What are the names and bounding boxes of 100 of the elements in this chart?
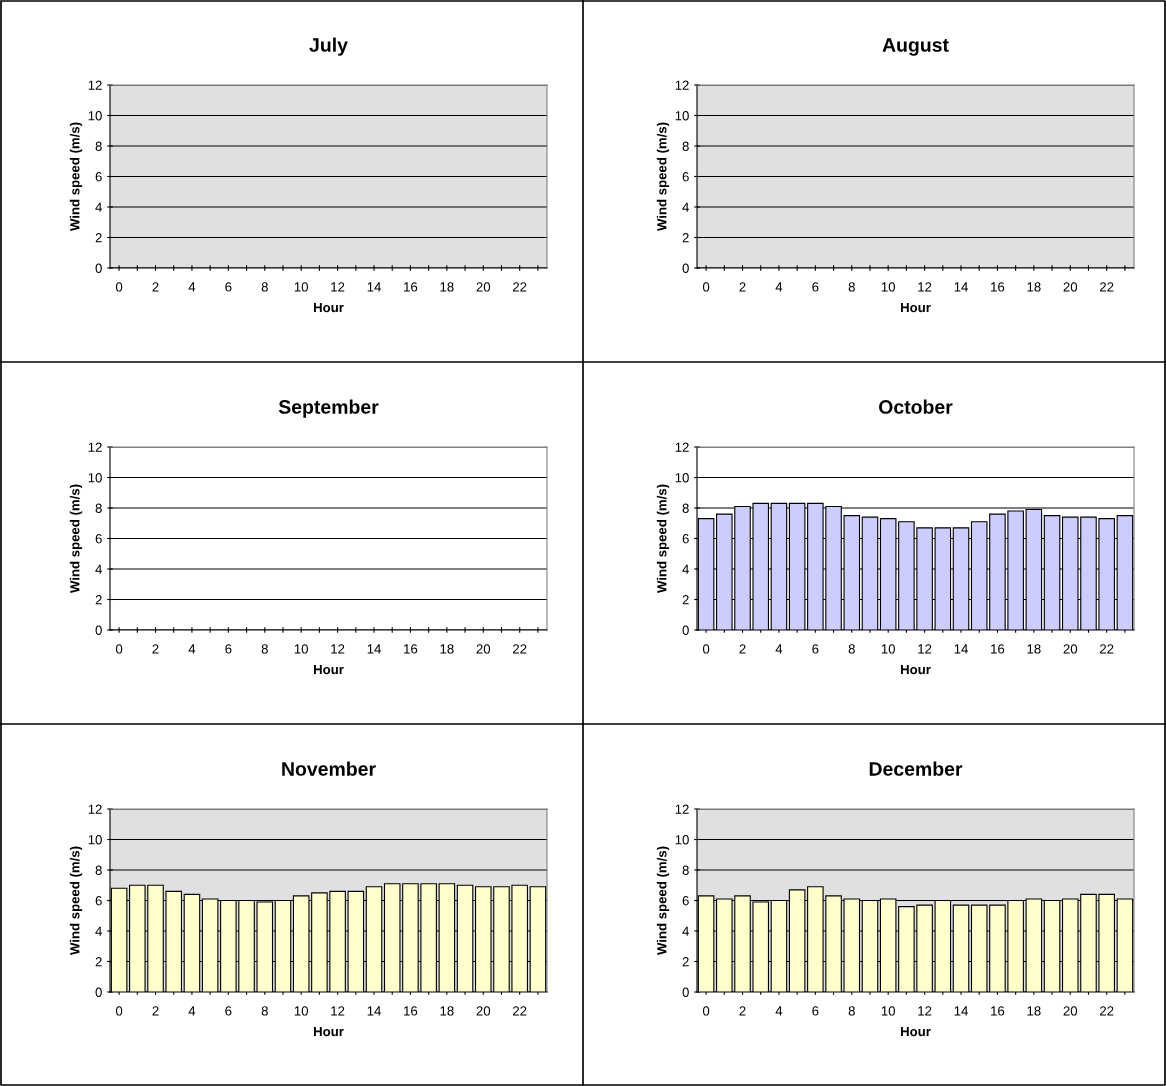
y-axis-title: Wind speed (m/s) (656, 846, 670, 956)
x-tick-label: 6 (225, 282, 232, 292)
chart-title: July (309, 37, 348, 56)
x-tick-label: 4 (775, 282, 783, 292)
chart-title: November (282, 761, 376, 776)
y-tick-label: 4 (682, 926, 689, 936)
x-tick-label: 10 (294, 644, 309, 654)
y-tick-label: 8 (682, 503, 689, 513)
y-tick-label: 6 (682, 172, 689, 182)
y-tick-label: 8 (95, 503, 102, 513)
x-tick-label: 10 (294, 1006, 309, 1016)
x-tick-label: 0 (702, 282, 710, 292)
y-tick-label: 2 (95, 957, 102, 967)
y-tick-label: 10 (88, 473, 102, 483)
x-axis-title: Hour (313, 1027, 344, 1037)
y-tick-label: 12 (675, 804, 689, 814)
x-axis-title: Hour (900, 1027, 931, 1037)
x-tick-label: 4 (188, 644, 196, 654)
y-tick-label: 0 (95, 625, 102, 635)
x-tick-label: 8 (261, 644, 268, 654)
x-tick-label: 22 (1100, 282, 1114, 292)
x-tick-label: 10 (881, 1006, 896, 1016)
y-tick-label: 4 (95, 202, 102, 212)
x-tick-label: 16 (991, 282, 1005, 292)
y-tick-label: 2 (682, 595, 689, 605)
x-tick-label: 20 (476, 1006, 491, 1016)
x-tick-label: 22 (1100, 644, 1114, 654)
x-tick-label: 2 (739, 282, 746, 292)
x-tick-label: 18 (440, 644, 454, 654)
x-tick-label: 2 (152, 644, 159, 654)
y-tick-label: 10 (675, 111, 689, 121)
x-tick-label: 0 (115, 1006, 123, 1016)
y-tick-label: 6 (95, 534, 102, 544)
x-tick-label: 2 (739, 1006, 746, 1016)
x-tick-label: 22 (513, 1006, 527, 1016)
x-tick-label: 22 (513, 282, 527, 292)
x-tick-label: 6 (812, 282, 819, 292)
x-tick-label: 8 (848, 644, 855, 654)
y-tick-label: 10 (88, 111, 102, 121)
y-tick-label: 4 (95, 926, 102, 936)
x-tick-label: 0 (702, 1006, 710, 1016)
x-tick-label: 0 (115, 282, 123, 292)
y-tick-label: 6 (682, 534, 689, 544)
y-tick-label: 8 (95, 141, 102, 151)
x-tick-label: 16 (404, 644, 418, 654)
x-tick-label: 18 (1027, 1006, 1041, 1016)
x-tick-label: 14 (954, 644, 968, 654)
x-tick-label: 20 (1063, 1006, 1078, 1016)
y-tick-label: 0 (95, 987, 102, 997)
y-tick-label: 12 (88, 80, 102, 90)
x-tick-label: 14 (954, 282, 968, 292)
x-tick-label: 18 (440, 282, 454, 292)
x-tick-label: 12 (918, 644, 932, 654)
x-tick-label: 4 (775, 1006, 783, 1016)
x-tick-label: 4 (188, 1006, 196, 1016)
x-tick-label: 4 (188, 282, 196, 292)
x-tick-label: 12 (331, 644, 345, 654)
y-tick-label: 6 (682, 896, 689, 906)
x-tick-label: 16 (404, 1006, 418, 1016)
x-tick-label: 4 (775, 644, 783, 654)
x-tick-label: 22 (513, 644, 527, 654)
y-tick-label: 2 (682, 233, 689, 243)
y-tick-label: 2 (95, 233, 102, 243)
x-tick-label: 2 (152, 1006, 159, 1016)
y-tick-label: 2 (682, 957, 689, 967)
x-tick-label: 14 (367, 644, 381, 654)
y-tick-label: 8 (682, 865, 689, 875)
y-tick-label: 12 (88, 804, 102, 814)
x-axis-title: Hour (313, 303, 344, 313)
x-axis-title: Hour (900, 665, 931, 675)
x-tick-label: 6 (225, 644, 232, 654)
x-tick-label: 20 (476, 282, 491, 292)
x-tick-label: 18 (1027, 644, 1041, 654)
chart-title: October (879, 399, 953, 414)
x-tick-label: 10 (881, 282, 896, 292)
y-tick-label: 0 (682, 987, 689, 997)
x-axis-title: Hour (900, 303, 931, 313)
y-axis-title: Wind speed (m/s) (656, 484, 670, 594)
x-axis-title: Hour (313, 665, 344, 675)
x-tick-label: 2 (152, 282, 159, 292)
y-axis-title: Wind speed (m/s) (69, 122, 83, 232)
x-tick-label: 12 (331, 1006, 345, 1016)
x-tick-label: 14 (367, 282, 381, 292)
y-tick-label: 4 (682, 564, 689, 574)
x-tick-label: 10 (294, 282, 309, 292)
x-tick-label: 6 (812, 1006, 819, 1016)
x-tick-label: 8 (261, 1006, 268, 1016)
y-tick-label: 4 (682, 202, 689, 212)
x-tick-label: 6 (812, 644, 819, 654)
y-tick-label: 8 (95, 865, 102, 875)
x-tick-label: 0 (115, 644, 123, 654)
chart-title: September (278, 399, 379, 418)
x-tick-label: 14 (367, 1006, 381, 1016)
chart-title: December (869, 761, 963, 776)
x-tick-label: 12 (331, 282, 345, 292)
x-tick-label: 2 (739, 644, 746, 654)
x-tick-label: 20 (1063, 282, 1078, 292)
y-tick-label: 12 (675, 80, 689, 90)
x-tick-label: 16 (404, 282, 418, 292)
y-tick-label: 0 (682, 625, 689, 635)
